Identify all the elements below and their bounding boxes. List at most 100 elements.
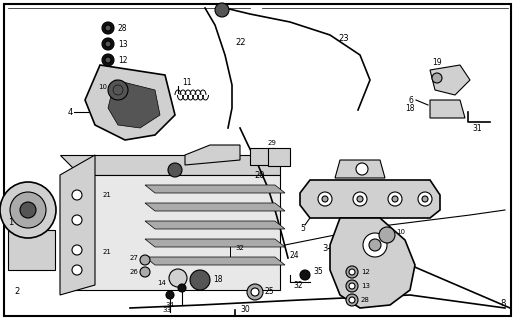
Polygon shape: [108, 80, 160, 128]
Circle shape: [379, 227, 395, 243]
Text: 12: 12: [361, 269, 370, 275]
Text: 21: 21: [103, 192, 112, 198]
Circle shape: [140, 267, 150, 277]
Polygon shape: [60, 155, 95, 295]
Circle shape: [349, 297, 355, 303]
Text: 32: 32: [293, 282, 302, 291]
Circle shape: [72, 245, 82, 255]
Polygon shape: [145, 203, 285, 211]
Text: 12: 12: [118, 55, 127, 65]
Text: 36: 36: [168, 165, 177, 171]
Text: 27: 27: [129, 255, 138, 261]
Circle shape: [251, 288, 259, 296]
Text: 35: 35: [313, 268, 322, 276]
Polygon shape: [330, 218, 415, 308]
Text: 24: 24: [290, 251, 300, 260]
Polygon shape: [145, 221, 285, 229]
Circle shape: [322, 196, 328, 202]
Circle shape: [0, 182, 56, 238]
Polygon shape: [60, 155, 280, 175]
Circle shape: [432, 73, 442, 83]
Circle shape: [369, 239, 381, 251]
Polygon shape: [335, 160, 385, 178]
Circle shape: [422, 196, 428, 202]
Text: 13: 13: [361, 283, 370, 289]
Text: 25: 25: [265, 287, 275, 297]
Text: 33: 33: [162, 307, 171, 313]
Polygon shape: [145, 185, 285, 193]
Text: 23: 23: [338, 34, 349, 43]
Circle shape: [105, 25, 111, 31]
Circle shape: [247, 284, 263, 300]
Text: 19: 19: [432, 58, 442, 67]
Polygon shape: [185, 145, 240, 165]
Circle shape: [215, 3, 229, 17]
Circle shape: [418, 192, 432, 206]
Circle shape: [113, 85, 123, 95]
Circle shape: [10, 192, 46, 228]
Polygon shape: [300, 180, 440, 218]
Text: 4: 4: [68, 108, 73, 116]
Circle shape: [357, 196, 363, 202]
Circle shape: [102, 54, 114, 66]
Circle shape: [108, 80, 128, 100]
Polygon shape: [8, 230, 55, 270]
Polygon shape: [430, 65, 470, 95]
Polygon shape: [145, 257, 285, 265]
Text: 18: 18: [213, 276, 222, 284]
Text: 10: 10: [98, 84, 107, 90]
Polygon shape: [145, 239, 285, 247]
Text: 1: 1: [8, 218, 13, 227]
Text: 18: 18: [406, 103, 415, 113]
Circle shape: [346, 294, 358, 306]
Circle shape: [300, 270, 310, 280]
Circle shape: [190, 270, 210, 290]
Circle shape: [168, 163, 182, 177]
Text: 13: 13: [118, 39, 127, 49]
Circle shape: [349, 269, 355, 275]
Circle shape: [388, 192, 402, 206]
Text: 10: 10: [396, 229, 405, 235]
Polygon shape: [250, 148, 275, 165]
Circle shape: [72, 190, 82, 200]
Text: 29: 29: [268, 140, 277, 146]
Bar: [268, 148, 290, 166]
Polygon shape: [85, 65, 175, 140]
Text: 3: 3: [322, 244, 327, 252]
Circle shape: [346, 266, 358, 278]
Text: 5: 5: [300, 223, 305, 233]
Text: 28: 28: [361, 297, 370, 303]
Text: 28: 28: [118, 23, 127, 33]
Circle shape: [363, 233, 387, 257]
Text: 7: 7: [362, 223, 367, 233]
Text: 26: 26: [129, 269, 138, 275]
Polygon shape: [60, 175, 280, 290]
Text: 21: 21: [103, 249, 112, 255]
Circle shape: [72, 265, 82, 275]
Text: 8: 8: [500, 299, 505, 308]
Circle shape: [72, 215, 82, 225]
Circle shape: [20, 202, 36, 218]
Circle shape: [318, 192, 332, 206]
Circle shape: [102, 38, 114, 50]
Circle shape: [105, 41, 111, 47]
Polygon shape: [430, 100, 465, 118]
Circle shape: [169, 269, 187, 287]
Text: 31: 31: [472, 124, 481, 132]
Circle shape: [353, 192, 367, 206]
Circle shape: [105, 57, 111, 63]
Circle shape: [102, 22, 114, 34]
Text: 34: 34: [165, 302, 174, 308]
Circle shape: [349, 283, 355, 289]
Text: 22: 22: [235, 37, 246, 46]
Text: 6: 6: [408, 95, 413, 105]
Text: 14: 14: [157, 280, 166, 286]
Circle shape: [140, 255, 150, 265]
Text: 32: 32: [235, 245, 244, 251]
Text: 2: 2: [14, 287, 19, 297]
Circle shape: [392, 196, 398, 202]
Text: 30: 30: [240, 306, 250, 315]
Circle shape: [178, 284, 186, 292]
Circle shape: [346, 280, 358, 292]
Circle shape: [166, 291, 174, 299]
